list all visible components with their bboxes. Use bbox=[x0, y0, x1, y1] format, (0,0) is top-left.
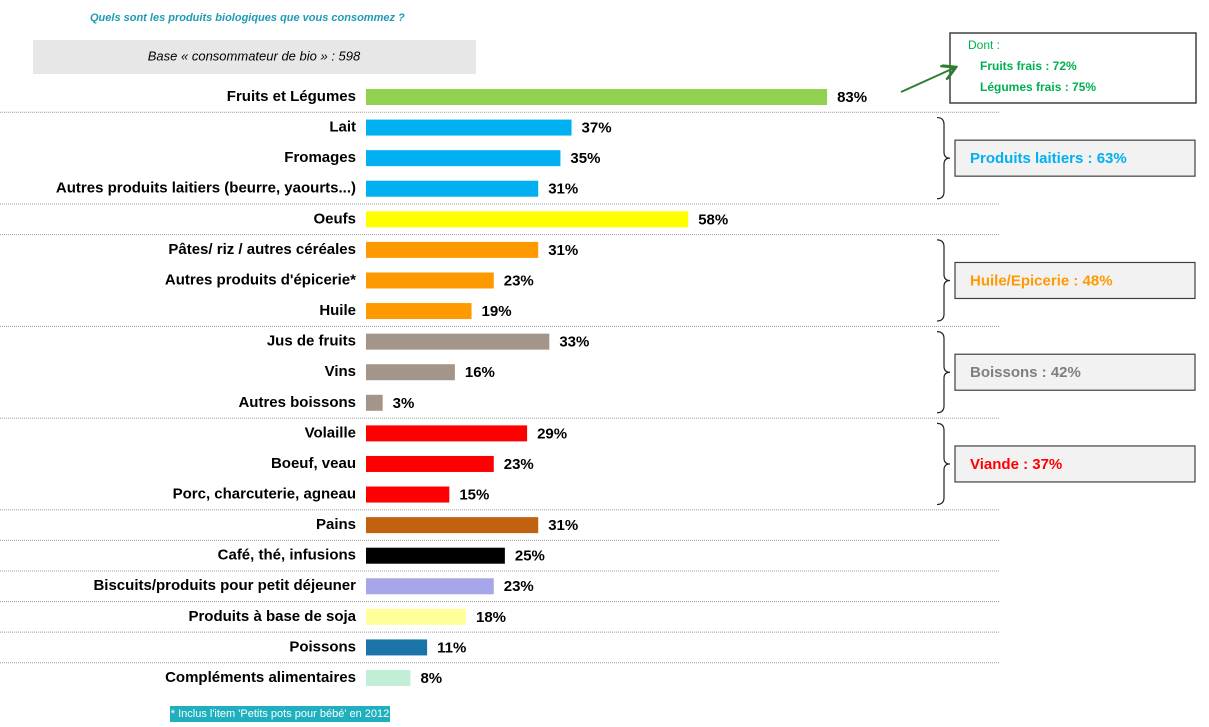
category-label: Volaille bbox=[305, 424, 356, 441]
category-label: Oeufs bbox=[313, 210, 356, 227]
value-label: 23% bbox=[504, 272, 534, 289]
category-label: Jus de fruits bbox=[267, 333, 356, 350]
group-label: Viande : 37% bbox=[970, 456, 1062, 473]
group-label: Boissons : 42% bbox=[970, 364, 1081, 381]
bar bbox=[366, 333, 550, 350]
bar bbox=[366, 639, 428, 656]
bracket bbox=[936, 239, 951, 322]
value-label: 58% bbox=[698, 211, 728, 228]
bar bbox=[366, 211, 689, 228]
value-label: 16% bbox=[465, 364, 495, 381]
detail-heading: Dont : bbox=[968, 38, 1000, 52]
group-box bbox=[954, 445, 1196, 483]
value-label: 37% bbox=[582, 120, 612, 137]
value-label: 31% bbox=[548, 181, 578, 198]
arrow bbox=[900, 68, 954, 93]
bar bbox=[366, 180, 539, 197]
category-label: Fruits et Légumes bbox=[227, 88, 356, 105]
bar bbox=[366, 425, 528, 442]
base-box bbox=[33, 40, 476, 74]
group-label: Produits laitiers : 63% bbox=[970, 150, 1127, 167]
bar bbox=[366, 670, 411, 687]
value-label: 31% bbox=[548, 517, 578, 534]
category-label: Autres produits d'épicerie* bbox=[165, 271, 356, 288]
bar bbox=[366, 150, 561, 167]
bar bbox=[366, 241, 539, 258]
detail-line: Légumes frais : 75% bbox=[980, 80, 1096, 94]
category-label: Poissons bbox=[289, 638, 356, 655]
value-label: 11% bbox=[437, 639, 466, 656]
category-label: Huile bbox=[319, 302, 356, 319]
subtitle: Base « consommateur de bio » : 598 bbox=[148, 48, 361, 63]
bar bbox=[366, 608, 466, 625]
category-label: Lait bbox=[329, 119, 356, 136]
chart-title: Quels sont les produits biologiques que … bbox=[90, 12, 405, 24]
value-label: 3% bbox=[393, 395, 415, 412]
detail-box bbox=[949, 32, 1197, 104]
value-label: 15% bbox=[459, 487, 489, 504]
bar bbox=[366, 364, 455, 381]
value-label: 23% bbox=[504, 456, 534, 473]
bracket bbox=[936, 331, 951, 414]
value-label: 18% bbox=[476, 609, 506, 626]
value-label: 23% bbox=[504, 578, 534, 595]
category-label: Porc, charcuterie, agneau bbox=[173, 486, 356, 503]
category-label: Boeuf, veau bbox=[271, 455, 356, 472]
group-label: Huile/Epicerie : 48% bbox=[970, 272, 1113, 289]
footnote: * Inclus l'item 'Petits pots pour bébé' … bbox=[171, 708, 390, 720]
value-label: 31% bbox=[548, 242, 578, 259]
category-label: Fromages bbox=[284, 149, 356, 166]
bracket bbox=[936, 422, 951, 506]
category-label: Compléments alimentaires bbox=[165, 669, 356, 686]
bar bbox=[366, 119, 572, 136]
bar bbox=[366, 578, 494, 595]
bar bbox=[366, 455, 494, 472]
group-box bbox=[954, 261, 1196, 300]
footnote-box bbox=[170, 706, 390, 722]
category-label: Produits à base de soja bbox=[188, 608, 356, 625]
value-label: 83% bbox=[837, 89, 867, 106]
category-label: Autres boissons bbox=[238, 394, 356, 411]
category-label: Pains bbox=[316, 516, 356, 533]
value-label: 29% bbox=[537, 425, 567, 442]
detail-line: Fruits frais : 72% bbox=[980, 59, 1077, 73]
bar bbox=[366, 89, 828, 105]
bar bbox=[366, 547, 505, 564]
bar bbox=[366, 303, 472, 320]
group-box bbox=[954, 139, 1196, 177]
value-label: 19% bbox=[482, 303, 512, 320]
value-label: 35% bbox=[570, 150, 600, 167]
category-label: Pâtes/ riz / autres céréales bbox=[168, 241, 356, 258]
category-label: Biscuits/produits pour petit déjeuner bbox=[93, 577, 356, 594]
value-label: 33% bbox=[559, 334, 589, 351]
category-label: Vins bbox=[325, 363, 356, 380]
category-label: Autres produits laitiers (beurre, yaourt… bbox=[56, 180, 356, 197]
category-label: Café, thé, infusions bbox=[218, 547, 356, 564]
bracket bbox=[936, 116, 951, 200]
bar bbox=[366, 272, 494, 289]
bar bbox=[366, 486, 450, 503]
value-label: 25% bbox=[515, 548, 545, 565]
bar bbox=[366, 517, 539, 534]
value-label: 8% bbox=[420, 670, 442, 687]
group-box bbox=[954, 353, 1196, 391]
bar bbox=[366, 394, 383, 411]
